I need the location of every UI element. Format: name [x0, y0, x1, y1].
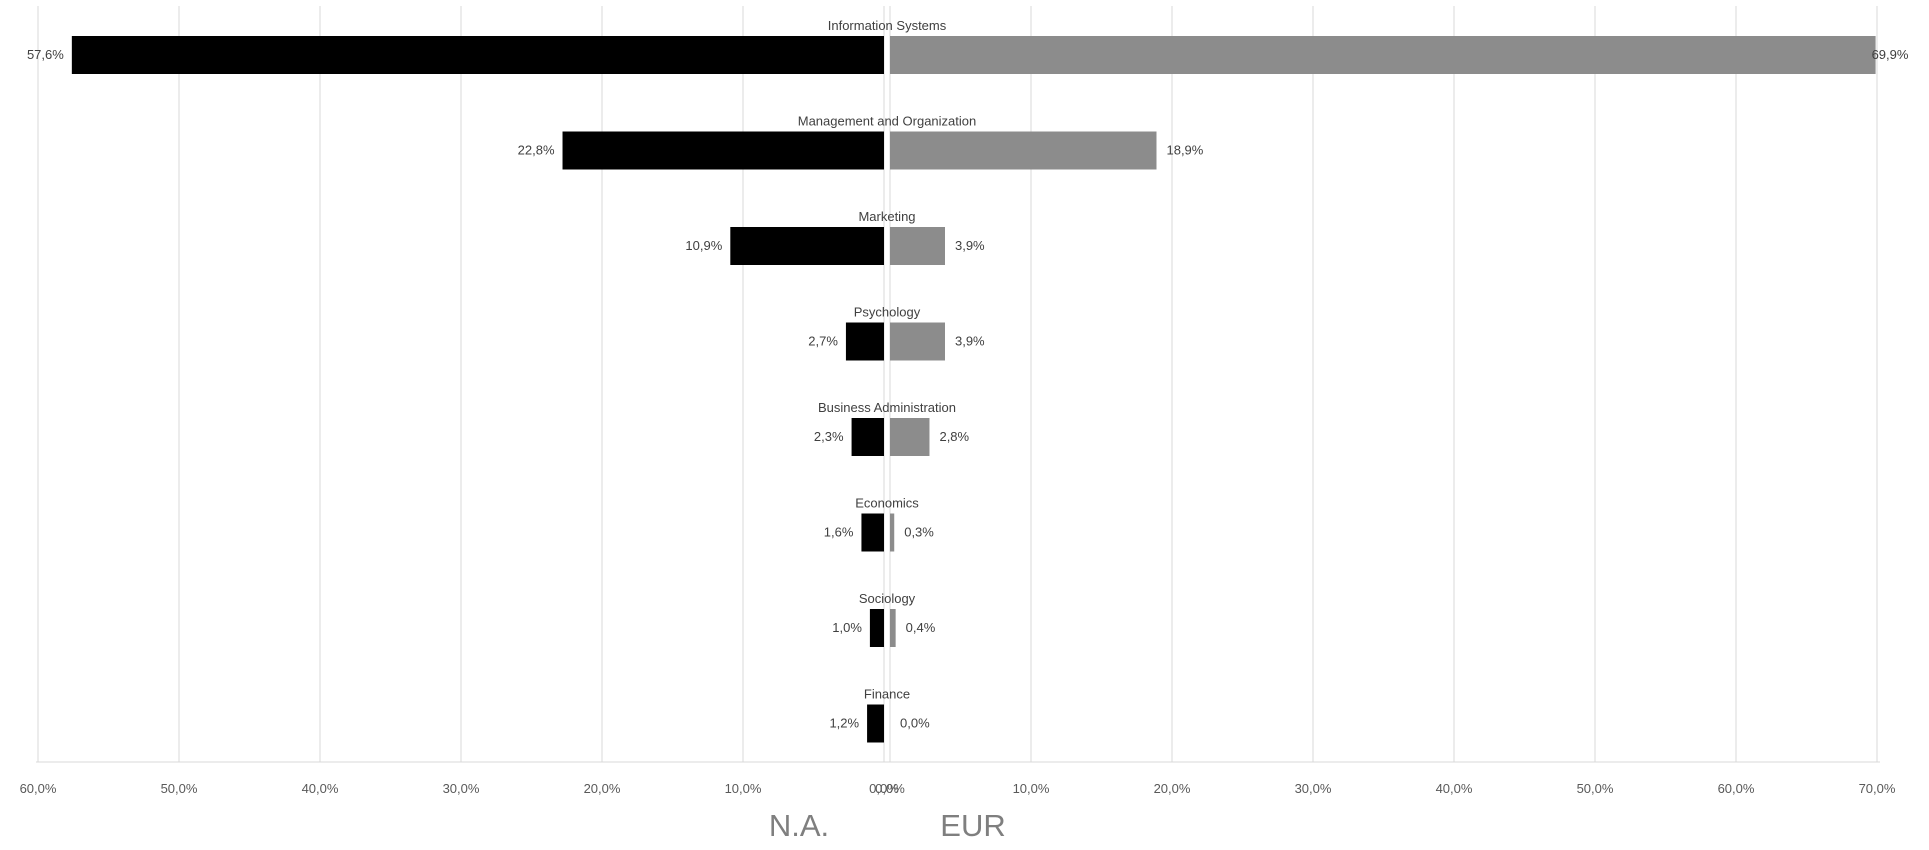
data-label-na: 2,3% — [814, 429, 844, 444]
data-label-eur: 0,4% — [906, 620, 936, 635]
data-label-na: 57,6% — [27, 47, 64, 62]
bar-na — [861, 513, 884, 552]
category-label: Economics — [855, 496, 919, 511]
bar-eur — [890, 131, 1157, 170]
right-axis-tick-label: 10,0% — [1013, 781, 1050, 796]
data-label-na: 22,8% — [518, 143, 555, 158]
label-layer: Information Systems 57,6% 69,9% Management … — [27, 18, 1909, 843]
bar-na — [851, 418, 884, 456]
axis-layer: 60,0% 50,0% 40,0% 30,0% 20,0% 10,0% 0,0%0,0% 10… — [20, 761, 1896, 796]
bar-na — [869, 609, 884, 647]
right-axis-tick-label: 70,0% — [1859, 781, 1896, 796]
bar-eur — [890, 513, 895, 552]
data-label-eur: 3,9% — [955, 334, 985, 349]
data-label-na: 1,2% — [829, 716, 859, 731]
left-axis-tick-label: 10,0% — [725, 781, 762, 796]
data-label-eur: 18,9% — [1166, 143, 1203, 158]
category-label: Sociology — [859, 591, 916, 606]
bar-na — [71, 36, 885, 74]
left-axis-tick-label: 20,0% — [584, 781, 621, 796]
category-label: Business Administration — [818, 400, 956, 415]
bar-eur — [890, 36, 1876, 74]
right-axis-tick-label: 50,0% — [1577, 781, 1614, 796]
bar-na — [867, 704, 884, 743]
data-label-eur: 0,3% — [904, 525, 934, 540]
bar-eur — [890, 609, 896, 647]
category-label: Management and Organization — [798, 114, 977, 129]
series-label-na: N.A. — [769, 808, 829, 843]
data-label-eur: 69,9% — [1872, 47, 1909, 62]
right-axis-tick-label: 40,0% — [1436, 781, 1473, 796]
bar-eur — [890, 322, 945, 361]
bar-na — [845, 322, 884, 361]
category-label: Information Systems — [828, 18, 947, 33]
category-label: Finance — [864, 687, 910, 702]
bar-na — [562, 131, 884, 170]
left-axis-tick-label: 0,0% — [869, 781, 899, 796]
series-label-eur: EUR — [940, 808, 1005, 843]
bar-eur — [890, 418, 930, 456]
bar-eur — [890, 227, 945, 265]
category-label: Marketing — [858, 209, 915, 224]
left-axis-tick-label: 30,0% — [443, 781, 480, 796]
data-label-na: 1,6% — [824, 525, 854, 540]
bar-layer — [71, 36, 1876, 743]
right-axis-tick-label: 30,0% — [1295, 781, 1332, 796]
data-label-eur: 3,9% — [955, 238, 985, 253]
left-axis-tick-label: 50,0% — [161, 781, 198, 796]
right-axis-tick-label: 60,0% — [1718, 781, 1755, 796]
left-axis-tick-label: 40,0% — [302, 781, 339, 796]
right-axis-tick-label: 0,0% — [875, 781, 905, 796]
data-label-na: 10,9% — [685, 238, 722, 253]
category-label: Psychology — [854, 305, 921, 320]
data-label-na: 2,7% — [808, 334, 838, 349]
data-label-eur: 2,8% — [939, 429, 969, 444]
data-label-na: 1,0% — [832, 620, 862, 635]
data-label-eur: 0,0% — [900, 716, 930, 731]
bar-na — [730, 227, 884, 265]
left-axis-tick-label: 60,0% — [20, 781, 57, 796]
right-axis-tick-label: 20,0% — [1154, 781, 1191, 796]
